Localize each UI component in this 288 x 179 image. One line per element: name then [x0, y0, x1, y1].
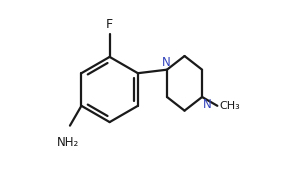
Text: CH₃: CH₃ [219, 101, 240, 111]
Text: N: N [203, 98, 212, 111]
Text: NH₂: NH₂ [57, 136, 79, 149]
Text: N: N [162, 56, 170, 69]
Text: F: F [106, 18, 113, 31]
